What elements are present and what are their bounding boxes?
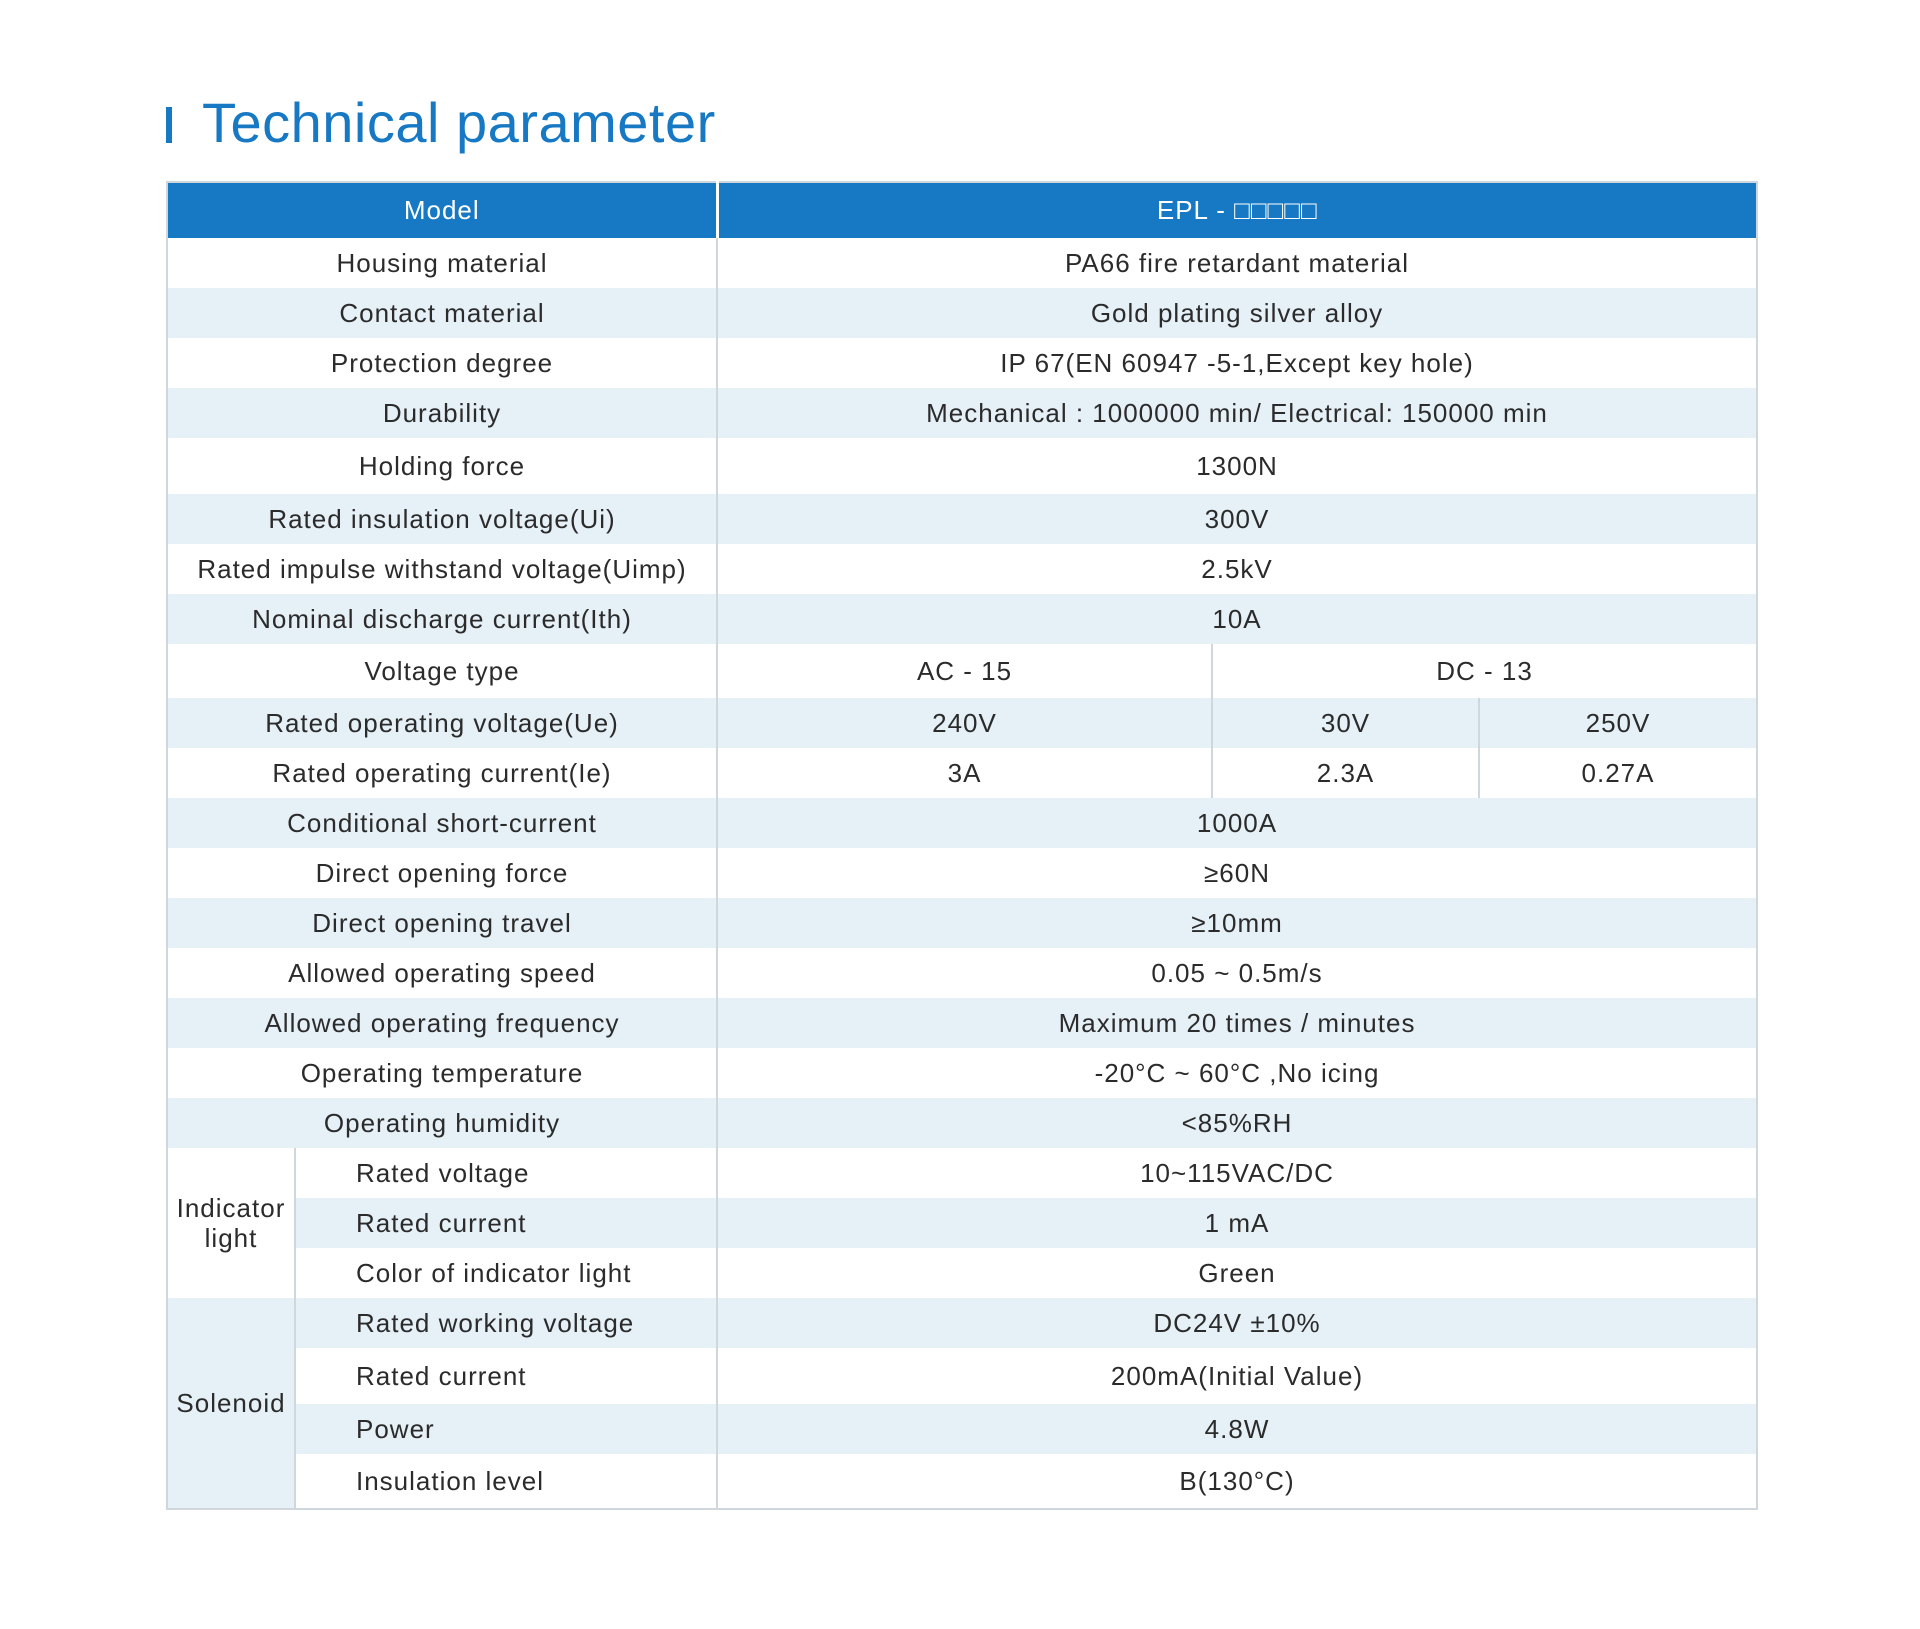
table-row: Rated impulse withstand voltage(Uimp) 2.… [167, 544, 1757, 594]
row-label: Holding force [167, 438, 719, 494]
row-value: <85%RH [717, 1098, 1758, 1148]
table-row: Rated insulation voltage(Ui) 300V [167, 494, 1758, 544]
row-label: Insulation level [295, 1454, 719, 1509]
row-label: Housing material [167, 238, 719, 288]
table-row: Allowed operating frequency Maximum 20 t… [167, 998, 1758, 1048]
table-row: Operating temperature -20°C ~ 60°C ,No i… [167, 1048, 1757, 1098]
row-label: Power [295, 1404, 719, 1454]
row-label: Rated operating voltage(Ue) [167, 698, 719, 748]
row-label: Operating temperature [167, 1048, 719, 1098]
row-label: Allowed operating speed [167, 948, 719, 998]
row-label: Conditional short-current [167, 798, 719, 848]
ie-dc13-value-2: 0.27A [1581, 757, 1655, 788]
table-row: Holding force 1300N [167, 438, 1757, 494]
ue-ac15-value: 240V [717, 698, 1214, 748]
row-label: Rated voltage [295, 1148, 719, 1198]
solenoid-row: Power 4.8W [167, 1404, 1758, 1454]
table-header-row: Model EPL - □□□□□ [167, 182, 1758, 238]
row-value: 0.05 ~ 0.5m/s [1151, 957, 1323, 988]
row-label: Voltage type [167, 644, 719, 698]
table-row: Durability Mechanical : 1000000 min/ Ele… [167, 388, 1758, 438]
model-label: Model [167, 182, 719, 238]
table-row: Direct opening force ≥60N [167, 848, 1757, 898]
row-value: 10A [717, 594, 1758, 644]
row-label: Nominal discharge current(Ith) [167, 594, 719, 644]
row-value: Maximum 20 times / minutes [717, 998, 1758, 1048]
table-row: Nominal discharge current(Ith) 10A [167, 594, 1758, 644]
voltage-type-row: Voltage type AC - 15 DC - 13 [167, 644, 1757, 698]
voltage-type-dc: DC - 13 [1436, 655, 1533, 686]
indicator-row: Color of indicator light Green [167, 1248, 1757, 1298]
rated-operating-current-row: Rated operating current(Ie) 3A 2.3A 0.27… [167, 748, 1757, 798]
row-value: DC24V ±10% [717, 1298, 1758, 1348]
model-value: EPL - □□□□□ [717, 182, 1758, 238]
page-title: Technical parameter [202, 91, 716, 154]
technical-parameter-table: Model EPL - □□□□□ Housing material PA66 … [166, 181, 1759, 1510]
row-label: Rated impulse withstand voltage(Uimp) [167, 544, 719, 594]
row-value: 300V [717, 494, 1758, 544]
table-row: Conditional short-current 1000A [167, 798, 1758, 848]
row-value: 1 mA [717, 1198, 1758, 1248]
row-value: 200mA(Initial Value) [1110, 1360, 1364, 1391]
row-value: 10~115VAC/DC [1140, 1157, 1334, 1188]
row-value: 2.5kV [1201, 553, 1273, 584]
row-label: Direct opening travel [167, 898, 719, 948]
row-label: Rated current [295, 1348, 719, 1404]
table-row: Housing material PA66 fire retardant mat… [167, 238, 1757, 288]
row-value: 1000A [717, 798, 1758, 848]
row-label: Durability [167, 388, 719, 438]
solenoid-row: Rated current 200mA(Initial Value) [167, 1348, 1757, 1404]
indicator-row: Indicator light Rated voltage 10~115VAC/… [167, 1148, 1757, 1298]
row-label: Operating humidity [167, 1098, 719, 1148]
row-label: Rated operating current(Ie) [167, 748, 719, 798]
row-value: -20°C ~ 60°C ,No icing [1094, 1057, 1380, 1088]
solenoid-row: Solenoid Rated working voltage DC24V ±10… [167, 1298, 1758, 1509]
row-value: B(130°C) [1179, 1465, 1295, 1496]
row-value: ≥10mm [717, 898, 1758, 948]
row-label: Protection degree [167, 338, 719, 388]
solenoid-group-label: Solenoid [167, 1298, 296, 1509]
ie-ac15-value: 3A [717, 748, 1214, 798]
ue-dc13-value-2: 250V [1479, 698, 1758, 748]
row-value: ≥60N [1204, 857, 1270, 888]
solenoid-row: Insulation level B(130°C) [167, 1454, 1757, 1509]
row-label: Color of indicator light [295, 1248, 719, 1298]
table-row: Allowed operating speed 0.05 ~ 0.5m/s [167, 948, 1757, 998]
ue-dc13-value-1: 30V [1212, 698, 1481, 748]
ie-dc13-value-1: 2.3A [1212, 748, 1481, 798]
row-label: Allowed operating frequency [167, 998, 719, 1048]
table-row: Direct opening travel ≥10mm [167, 898, 1758, 948]
indicator-row: Rated current 1 mA [167, 1198, 1758, 1248]
row-label: Contact material [167, 288, 719, 338]
indicator-light-group-label: Indicator light [167, 1148, 296, 1298]
row-label: Direct opening force [167, 848, 719, 898]
row-value: 4.8W [717, 1404, 1758, 1454]
row-value: IP 67(EN 60947 -5-1,Except key hole) [1000, 347, 1474, 378]
voltage-type-ac: AC - 15 [717, 644, 1214, 698]
row-label: Rated current [295, 1198, 719, 1248]
table-row: Contact material Gold plating silver all… [167, 288, 1758, 338]
row-value: Gold plating silver alloy [717, 288, 1758, 338]
row-value: PA66 fire retardant material [1065, 247, 1410, 278]
row-value: 1300N [1196, 450, 1278, 481]
row-value: Green [1198, 1257, 1276, 1288]
title-accent-bar [166, 107, 172, 143]
row-label: Rated working voltage [295, 1298, 719, 1348]
rated-operating-voltage-row: Rated operating voltage(Ue) 240V 30V 250… [167, 698, 1758, 748]
table-row: Protection degree IP 67(EN 60947 -5-1,Ex… [167, 338, 1757, 388]
row-value: Mechanical : 1000000 min/ Electrical: 15… [717, 388, 1758, 438]
row-label: Rated insulation voltage(Ui) [167, 494, 719, 544]
table-row: Operating humidity <85%RH [167, 1098, 1758, 1148]
